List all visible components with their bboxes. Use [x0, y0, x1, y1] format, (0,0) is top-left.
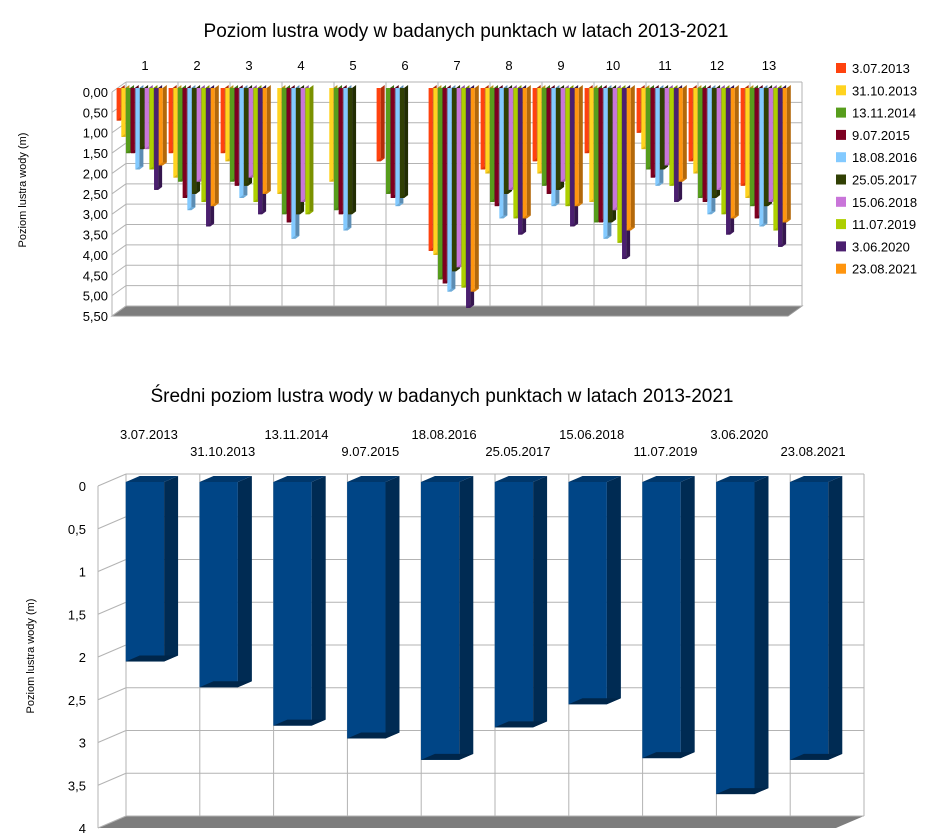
chart1-bar — [678, 85, 687, 182]
chart2-y-tick: 3,5 — [68, 778, 86, 793]
chart1-category-label: 9 — [557, 58, 564, 73]
chart1-y-tick: 3,50 — [83, 228, 108, 243]
chart2-title: Średni poziom lustra wody w badanych pun… — [150, 385, 733, 407]
chart1-y-tick: 5,50 — [83, 309, 108, 324]
chart2-y-tick: 2 — [79, 650, 86, 665]
chart1-y-axis-label: Poziom lustra wody (m) — [17, 133, 29, 248]
water-level-by-point-chart: Poziom lustra wody w badanych punktach w… — [17, 21, 917, 324]
chart1-bar — [262, 85, 271, 194]
legend-swatch — [836, 129, 846, 140]
chart1-bar — [470, 85, 479, 292]
chart2-y-tick: 1,5 — [68, 607, 86, 622]
legend-swatch — [836, 174, 846, 185]
chart2-bar — [199, 476, 252, 688]
chart1-bar — [158, 85, 167, 166]
chart2-y-tick: 4 — [79, 821, 86, 836]
chart1-bar — [376, 85, 385, 162]
legend-label: 3.06.2020 — [852, 239, 910, 254]
legend-swatch — [836, 219, 846, 230]
chart1-y-tick: 2,50 — [83, 187, 108, 202]
chart2-category-label: 9.07.2015 — [341, 444, 399, 459]
chart2-y-tick: 3 — [79, 736, 86, 751]
chart2-floor — [98, 816, 864, 828]
legend-label: 13.11.2014 — [852, 106, 916, 121]
chart2-bar — [568, 476, 621, 705]
legend-swatch — [836, 63, 846, 73]
chart1-category-label: 7 — [453, 58, 460, 73]
chart1-category-label: 1 — [141, 58, 148, 73]
chart2-bar — [125, 476, 179, 662]
chart2-category-label: 13.11.2014 — [264, 427, 328, 442]
chart1-category-label: 5 — [349, 58, 356, 73]
legend-label: 11.07.2019 — [852, 217, 916, 232]
legend-label: 23.08.2021 — [852, 262, 917, 277]
legend-swatch — [836, 241, 846, 252]
chart1-bar — [782, 85, 791, 223]
chart2-category-label: 18.08.2016 — [412, 427, 477, 442]
chart1-category-label: 3 — [245, 58, 252, 73]
chart2-bar — [789, 476, 843, 760]
chart1-y-tick: 4,00 — [83, 248, 108, 263]
chart1-category-label: 4 — [297, 58, 304, 73]
chart1-bar — [348, 85, 357, 215]
chart1-category-label: 8 — [505, 58, 512, 73]
chart1-category-label: 13 — [762, 58, 776, 73]
chart2-category-label: 3.06.2020 — [710, 427, 768, 442]
legend-swatch — [836, 85, 846, 96]
chart2-bar — [347, 476, 400, 739]
legend-swatch — [836, 263, 846, 274]
chart2-category-label: 23.08.2021 — [781, 444, 846, 459]
chart1-category-label: 2 — [193, 58, 200, 73]
legend-label: 3.07.2013 — [852, 61, 910, 76]
chart2-bar — [273, 476, 326, 726]
chart2-category-label: 31.10.2013 — [190, 444, 255, 459]
chart2-y-tick: 0 — [79, 479, 86, 494]
chart1-y-tick: 4,50 — [83, 268, 108, 283]
chart1-bar — [522, 85, 531, 219]
legend-swatch — [836, 152, 846, 163]
chart1-y-tick: 1,00 — [83, 126, 108, 141]
chart1-category-label: 10 — [606, 58, 620, 73]
chart2-y-tick: 2,5 — [68, 693, 86, 708]
legend-label: 9.07.2015 — [852, 128, 910, 143]
chart2-category-label: 25.05.2017 — [485, 444, 550, 459]
chart2-y-tick: 0,5 — [68, 522, 86, 537]
chart2-y-axis-label: Poziom lustra wody (m) — [25, 599, 37, 714]
chart2-bar — [642, 476, 695, 759]
chart1-y-tick: 2,00 — [83, 166, 108, 181]
chart1-bar — [305, 85, 314, 215]
chart1-y-tick: 5,00 — [83, 289, 108, 304]
chart2-bar — [716, 476, 769, 795]
chart2-bar — [494, 476, 548, 728]
chart1-bar — [626, 85, 635, 231]
legend-label: 31.10.2013 — [852, 83, 917, 98]
chart1-bar — [210, 85, 219, 207]
chart1-y-tick: 0,00 — [83, 85, 108, 100]
legend-swatch — [836, 196, 846, 207]
mean-water-level-chart: Średni poziom lustra wody w badanych pun… — [25, 385, 865, 836]
chart1-title: Poziom lustra wody w badanych punktach w… — [204, 21, 729, 42]
chart1-y-tick: 0,50 — [83, 105, 108, 120]
chart2-category-label: 15.06.2018 — [559, 427, 624, 442]
chart1-category-label: 12 — [710, 58, 724, 73]
chart1-y-tick: 1,50 — [83, 146, 108, 161]
legend-label: 25.05.2017 — [852, 173, 917, 188]
legend-label: 18.08.2016 — [852, 150, 917, 165]
chart2-category-label: 11.07.2019 — [633, 444, 697, 459]
chart1-floor — [112, 306, 802, 316]
chart1-category-label: 6 — [401, 58, 408, 73]
chart1-y-tick: 3,00 — [83, 207, 108, 222]
legend-label: 15.06.2018 — [852, 195, 917, 210]
chart1-bar — [400, 85, 409, 198]
chart2-bar — [420, 476, 474, 760]
chart2-category-label: 3.07.2013 — [120, 427, 178, 442]
chart1-bar — [730, 85, 739, 219]
chart1-bar — [574, 85, 583, 207]
legend-swatch — [836, 107, 846, 118]
chart1-category-label: 11 — [658, 58, 672, 73]
chart2-y-tick: 1 — [79, 565, 86, 580]
